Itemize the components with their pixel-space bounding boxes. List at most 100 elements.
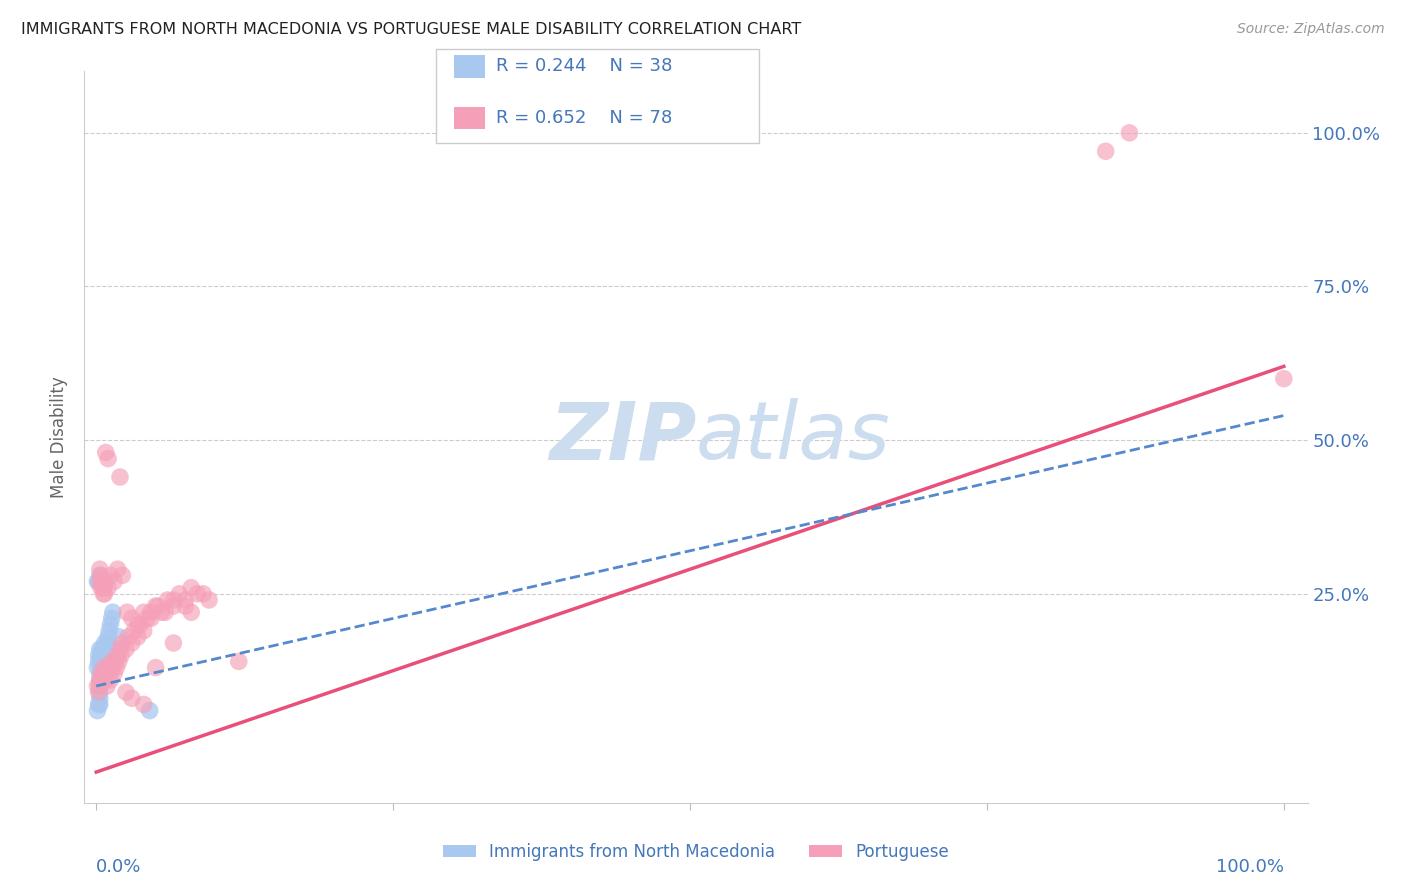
Point	[1272, 372, 1295, 386]
Point	[89, 673, 111, 687]
Text: atlas: atlas	[696, 398, 891, 476]
Point	[101, 605, 124, 619]
Point	[97, 581, 120, 595]
Point	[97, 630, 120, 644]
Point	[89, 562, 111, 576]
Point	[98, 666, 121, 681]
Point	[153, 605, 176, 619]
Point	[90, 581, 112, 595]
Point	[94, 574, 117, 589]
Point	[127, 630, 149, 644]
Point	[89, 685, 111, 699]
Point	[93, 660, 115, 674]
Text: 0.0%: 0.0%	[96, 858, 142, 876]
Point	[146, 599, 169, 613]
Point	[139, 611, 162, 625]
Point	[98, 624, 121, 638]
Point	[174, 593, 197, 607]
Point	[132, 698, 155, 712]
Point	[90, 666, 112, 681]
Point	[93, 648, 115, 663]
Point	[96, 636, 118, 650]
Point	[86, 679, 108, 693]
Point	[156, 593, 179, 607]
Point	[100, 673, 122, 687]
Point	[89, 666, 111, 681]
Point	[180, 581, 202, 595]
Point	[191, 587, 214, 601]
Point	[117, 630, 139, 644]
Point	[180, 605, 202, 619]
Point	[86, 574, 108, 589]
Point	[103, 574, 125, 589]
Point	[107, 630, 129, 644]
Point	[93, 581, 115, 595]
Point	[1094, 145, 1116, 159]
Point	[127, 617, 149, 632]
Point	[198, 593, 221, 607]
Point	[100, 655, 122, 669]
Text: ZIP: ZIP	[548, 398, 696, 476]
Point	[132, 605, 155, 619]
Point	[89, 568, 111, 582]
Point	[108, 642, 131, 657]
Point	[121, 691, 143, 706]
Text: R = 0.244    N = 38: R = 0.244 N = 38	[496, 57, 672, 75]
Point	[93, 655, 115, 669]
Point	[97, 660, 120, 674]
Point	[91, 666, 114, 681]
Point	[136, 611, 159, 625]
Point	[90, 660, 112, 674]
Point	[89, 673, 111, 687]
Point	[162, 599, 184, 613]
Point	[115, 685, 138, 699]
Point	[107, 655, 129, 669]
Point	[93, 587, 115, 601]
Point	[90, 568, 112, 582]
Point	[96, 679, 118, 693]
Point	[86, 704, 108, 718]
Point	[121, 636, 143, 650]
Point	[115, 642, 138, 657]
Point	[87, 655, 110, 669]
Point	[150, 605, 173, 619]
Point	[121, 611, 143, 625]
Point	[110, 648, 132, 663]
Point	[93, 636, 115, 650]
Point	[107, 648, 129, 663]
Point	[87, 648, 110, 663]
Point	[145, 599, 167, 613]
Point	[105, 660, 128, 674]
Point	[89, 691, 111, 706]
Point	[87, 698, 110, 712]
Point	[91, 574, 114, 589]
Text: 100.0%: 100.0%	[1216, 858, 1284, 876]
Point	[105, 648, 128, 663]
Point	[89, 679, 111, 693]
Point	[89, 698, 111, 712]
Point	[104, 655, 127, 669]
Point	[145, 660, 167, 674]
Point	[100, 617, 122, 632]
Point	[101, 660, 124, 674]
Point	[108, 470, 131, 484]
Point	[103, 642, 125, 657]
Point	[122, 624, 145, 638]
Point	[111, 568, 134, 582]
Point	[169, 587, 191, 601]
Point	[93, 666, 115, 681]
Point	[132, 624, 155, 638]
Point	[89, 642, 111, 657]
Point	[91, 673, 114, 687]
Point	[174, 599, 197, 613]
Point	[103, 666, 125, 681]
Point	[129, 617, 152, 632]
Point	[93, 660, 115, 674]
Text: R = 0.652    N = 78: R = 0.652 N = 78	[496, 109, 672, 127]
Point	[138, 704, 160, 718]
Point	[139, 605, 162, 619]
Legend: Immigrants from North Macedonia, Portuguese: Immigrants from North Macedonia, Portugu…	[436, 837, 956, 868]
Point	[94, 445, 117, 459]
Point	[93, 587, 115, 601]
Point	[100, 611, 122, 625]
